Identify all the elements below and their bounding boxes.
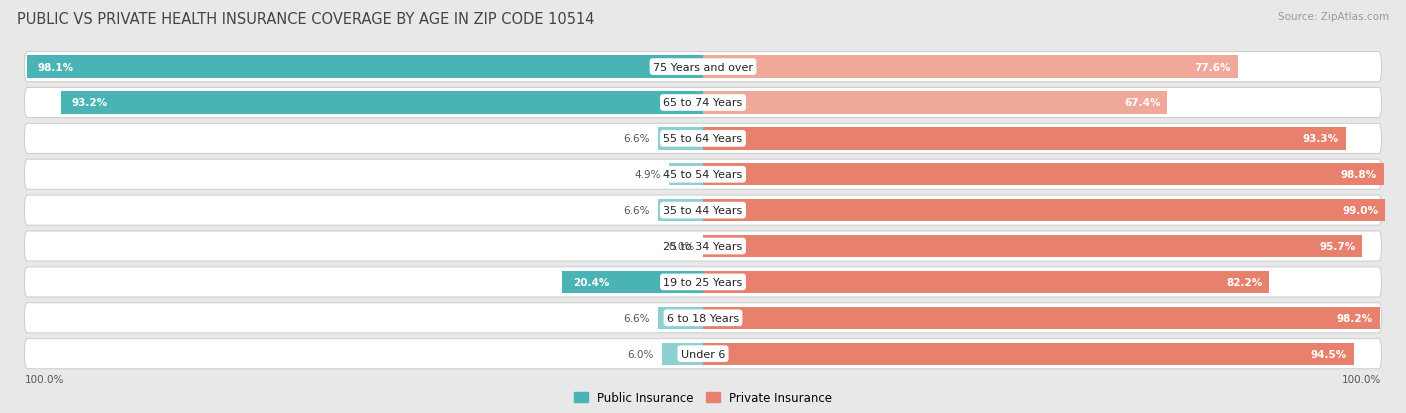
Bar <box>703 128 1346 150</box>
Bar <box>662 343 703 365</box>
Text: 6.6%: 6.6% <box>623 313 650 323</box>
Bar <box>658 128 703 150</box>
Bar <box>60 92 703 114</box>
FancyBboxPatch shape <box>24 231 1382 261</box>
Text: 75 Years and over: 75 Years and over <box>652 62 754 72</box>
Text: 6.6%: 6.6% <box>623 134 650 144</box>
Text: 20.4%: 20.4% <box>572 277 609 287</box>
Bar <box>703 199 1385 222</box>
FancyBboxPatch shape <box>24 160 1382 190</box>
Text: 100.0%: 100.0% <box>24 374 63 384</box>
Text: 82.2%: 82.2% <box>1226 277 1263 287</box>
FancyBboxPatch shape <box>24 339 1382 369</box>
Text: 45 to 54 Years: 45 to 54 Years <box>664 170 742 180</box>
Text: 0.0%: 0.0% <box>668 242 695 252</box>
Bar <box>703 56 1237 78</box>
FancyBboxPatch shape <box>24 303 1382 333</box>
Text: 98.2%: 98.2% <box>1337 313 1372 323</box>
Bar <box>658 199 703 222</box>
FancyBboxPatch shape <box>24 267 1382 297</box>
Text: 55 to 64 Years: 55 to 64 Years <box>664 134 742 144</box>
Bar <box>27 56 703 78</box>
Bar <box>658 307 703 329</box>
Bar <box>703 343 1354 365</box>
Bar <box>703 235 1362 258</box>
Bar <box>703 92 1167 114</box>
Bar <box>562 271 703 293</box>
Text: 94.5%: 94.5% <box>1310 349 1347 359</box>
Text: 35 to 44 Years: 35 to 44 Years <box>664 206 742 216</box>
Text: 99.0%: 99.0% <box>1343 206 1378 216</box>
Text: 6.0%: 6.0% <box>627 349 654 359</box>
Bar <box>703 307 1379 329</box>
FancyBboxPatch shape <box>24 52 1382 83</box>
Bar <box>669 164 703 186</box>
Text: Source: ZipAtlas.com: Source: ZipAtlas.com <box>1278 12 1389 22</box>
FancyBboxPatch shape <box>24 196 1382 225</box>
Text: 95.7%: 95.7% <box>1319 242 1355 252</box>
Text: 98.1%: 98.1% <box>38 62 73 72</box>
Text: 25 to 34 Years: 25 to 34 Years <box>664 242 742 252</box>
Text: 100.0%: 100.0% <box>1343 374 1382 384</box>
Text: 93.2%: 93.2% <box>72 98 107 108</box>
Text: 93.3%: 93.3% <box>1303 134 1339 144</box>
Text: 4.9%: 4.9% <box>634 170 661 180</box>
Text: 65 to 74 Years: 65 to 74 Years <box>664 98 742 108</box>
Text: 6 to 18 Years: 6 to 18 Years <box>666 313 740 323</box>
Text: 67.4%: 67.4% <box>1123 98 1160 108</box>
FancyBboxPatch shape <box>24 88 1382 118</box>
Bar <box>703 164 1384 186</box>
Text: 77.6%: 77.6% <box>1194 62 1230 72</box>
Legend: Public Insurance, Private Insurance: Public Insurance, Private Insurance <box>574 392 832 404</box>
Text: 98.8%: 98.8% <box>1341 170 1376 180</box>
Text: PUBLIC VS PRIVATE HEALTH INSURANCE COVERAGE BY AGE IN ZIP CODE 10514: PUBLIC VS PRIVATE HEALTH INSURANCE COVER… <box>17 12 595 27</box>
Text: 19 to 25 Years: 19 to 25 Years <box>664 277 742 287</box>
Text: 6.6%: 6.6% <box>623 206 650 216</box>
Bar <box>703 271 1270 293</box>
Text: Under 6: Under 6 <box>681 349 725 359</box>
FancyBboxPatch shape <box>24 124 1382 154</box>
